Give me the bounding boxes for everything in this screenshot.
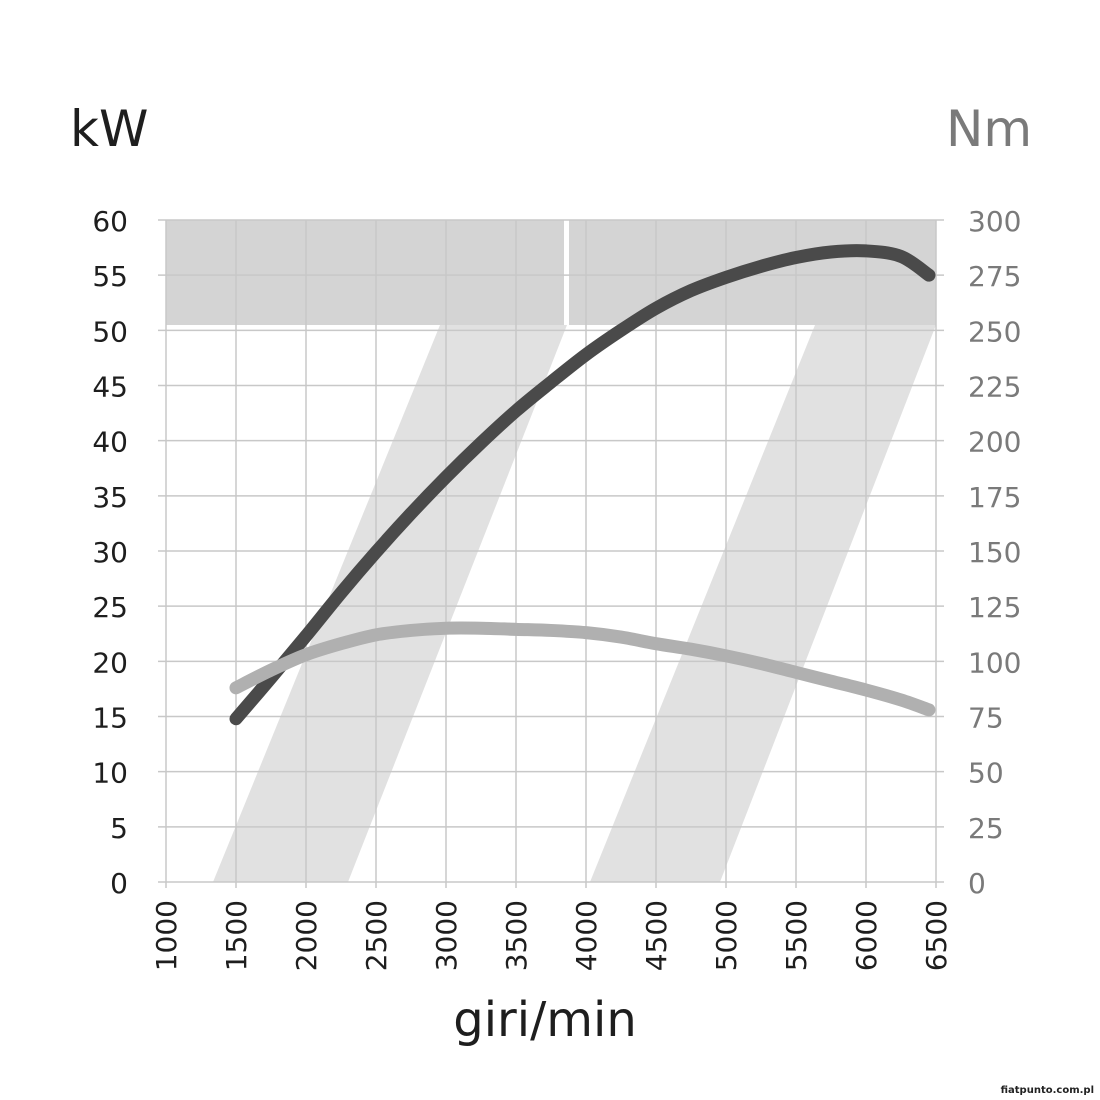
x-tick-label: 1500: [220, 900, 253, 971]
x-tick-label: 2000: [290, 900, 323, 971]
background-logo: [166, 220, 936, 882]
y-right-tick-label: 100: [968, 646, 1021, 679]
logo-stroke-right: [590, 325, 936, 882]
x-tick-label: 3000: [430, 900, 463, 971]
x-tick-label: 5500: [780, 900, 813, 971]
left-axis: 0 5 10 15 20 25 30 35 40 45 50 55 60: [92, 205, 128, 900]
y-right-tick-label: 200: [968, 426, 1021, 459]
x-axis: 1000 1500 2000 2500 3000 3500 4000 4500 5000 5500…: [150, 900, 953, 971]
y-right-tick-label: 275: [968, 260, 1021, 293]
series-group: [229, 244, 936, 726]
y-left-tick-label: 45: [92, 371, 128, 404]
y-left-tick-label: 60: [92, 205, 128, 238]
y-left-tick-label: 5: [110, 812, 128, 845]
x-tick-label: 3500: [500, 900, 533, 971]
x-tick-label: 4000: [570, 900, 603, 971]
y-right-tick-label: 300: [968, 205, 1021, 238]
y-right-tick-label: 50: [968, 757, 1004, 790]
logo-gap: [564, 220, 569, 325]
y-left-tick-label: 15: [92, 702, 128, 735]
x-tick-label: 6500: [920, 900, 953, 971]
x-tick-label: 2500: [360, 900, 393, 971]
right-axis: 0 25 50 75 100 125 150 175 200 225 250 275 300: [968, 205, 1021, 900]
grid: [158, 219, 944, 888]
y-right-tick-label: 125: [968, 591, 1021, 624]
y-left-tick-label: 0: [110, 867, 128, 900]
right-axis-unit-label: Nm: [946, 100, 1033, 158]
y-right-tick-label: 75: [968, 702, 1004, 735]
y-right-tick-label: 150: [968, 536, 1021, 569]
y-right-tick-label: 0: [968, 867, 986, 900]
x-tick-label: 6000: [850, 900, 883, 971]
credit-text: fiatpunto.com.pl: [1000, 1085, 1094, 1096]
y-right-tick-label: 250: [968, 315, 1021, 348]
y-right-tick-label: 25: [968, 812, 1004, 845]
x-tick-label: 5000: [710, 900, 743, 971]
y-left-tick-label: 50: [92, 315, 128, 348]
y-right-tick-label: 175: [968, 481, 1021, 514]
y-left-tick-label: 25: [92, 591, 128, 624]
x-tick-label: 1000: [150, 900, 183, 971]
x-tick-label: 4500: [640, 900, 673, 971]
power-curve: [229, 244, 936, 726]
logo-band-top: [166, 220, 936, 325]
left-axis-unit-label: kW: [70, 100, 149, 158]
y-left-tick-label: 55: [92, 260, 128, 293]
y-left-tick-label: 10: [92, 757, 128, 790]
x-axis-label: giri/min: [453, 992, 637, 1048]
y-left-tick-label: 40: [92, 426, 128, 459]
logo-stroke-left: [213, 325, 567, 882]
y-right-tick-label: 225: [968, 371, 1021, 404]
y-left-tick-label: 30: [92, 536, 128, 569]
torque-curve: [229, 621, 936, 717]
y-left-tick-label: 35: [92, 481, 128, 514]
y-left-tick-label: 20: [92, 646, 128, 679]
